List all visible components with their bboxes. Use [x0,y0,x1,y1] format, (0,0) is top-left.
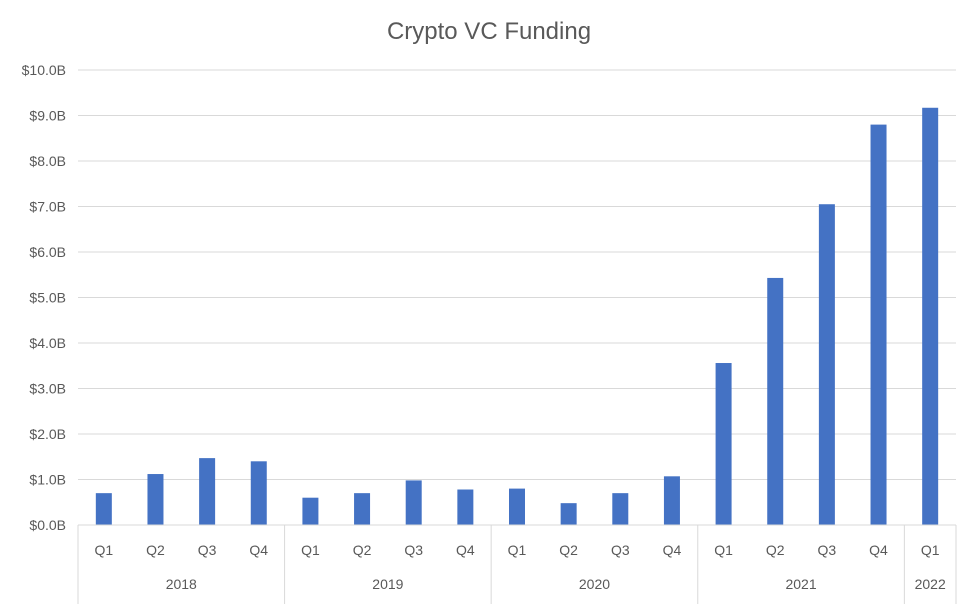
y-tick-label: $5.0B [29,290,66,306]
bar [95,493,112,525]
x-tick-label: Q2 [559,542,578,558]
x-group-label: 2022 [915,576,946,592]
bar [405,480,422,525]
x-tick-label: Q3 [818,542,837,558]
bar [250,461,267,525]
bar [354,493,371,525]
y-tick-label: $8.0B [29,153,66,169]
x-tick-label: Q1 [94,542,113,558]
x-group-label: 2020 [579,576,610,592]
x-tick-label: Q1 [921,542,940,558]
bar [302,497,319,525]
x-tick-label: Q3 [404,542,423,558]
chart-title: Crypto VC Funding [387,18,591,45]
y-tick-label: $2.0B [29,426,66,442]
y-axis-ticks: $0.0B $1.0B $2.0B $3.0B $4.0B $5.0B $6.0B $7.0B… [22,62,66,533]
bar [457,489,474,525]
bar [870,124,887,525]
x-group-label: 2019 [372,576,403,592]
x-tick-label: Q3 [611,542,630,558]
x-group-label: 2021 [785,576,816,592]
y-tick-label: $10.0B [22,62,66,78]
gridlines [78,69,956,526]
bar [818,204,835,525]
bar [663,476,680,525]
x-tick-label: Q3 [198,542,217,558]
y-tick-label: $7.0B [29,199,66,215]
bar [147,474,164,525]
y-tick-label: $3.0B [29,381,66,397]
x-tick-label: Q2 [353,542,372,558]
y-tick-label: $1.0B [29,472,66,488]
x-tick-label: Q4 [249,542,268,558]
x-tick-label: Q4 [456,542,475,558]
bar [612,493,629,525]
x-tick-label: Q1 [714,542,733,558]
x-axis: Q1 Q2 Q3 Q4 Q1 Q2 Q3 Q4 Q1 Q2 Q3 Q4 Q1 Q2 Q3 Q4 Q1 2018 20… [77,524,957,604]
x-tick-label: Q4 [869,542,888,558]
y-tick-label: $0.0B [29,517,66,533]
bar [560,503,577,525]
x-tick-label: Q1 [508,542,527,558]
y-tick-label: $4.0B [29,335,66,351]
bar [509,488,525,525]
x-tick-label: Q2 [146,542,165,558]
x-group-label: 2018 [166,576,197,592]
y-tick-label: $9.0B [29,108,66,124]
x-tick-label: Q2 [766,542,785,558]
x-tick-label: Q4 [663,542,682,558]
bar [767,277,784,525]
y-tick-label: $6.0B [29,244,66,260]
bar [199,458,216,525]
bars [95,107,939,525]
bar [922,107,939,525]
x-tick-label: Q1 [301,542,320,558]
bar [715,363,732,525]
